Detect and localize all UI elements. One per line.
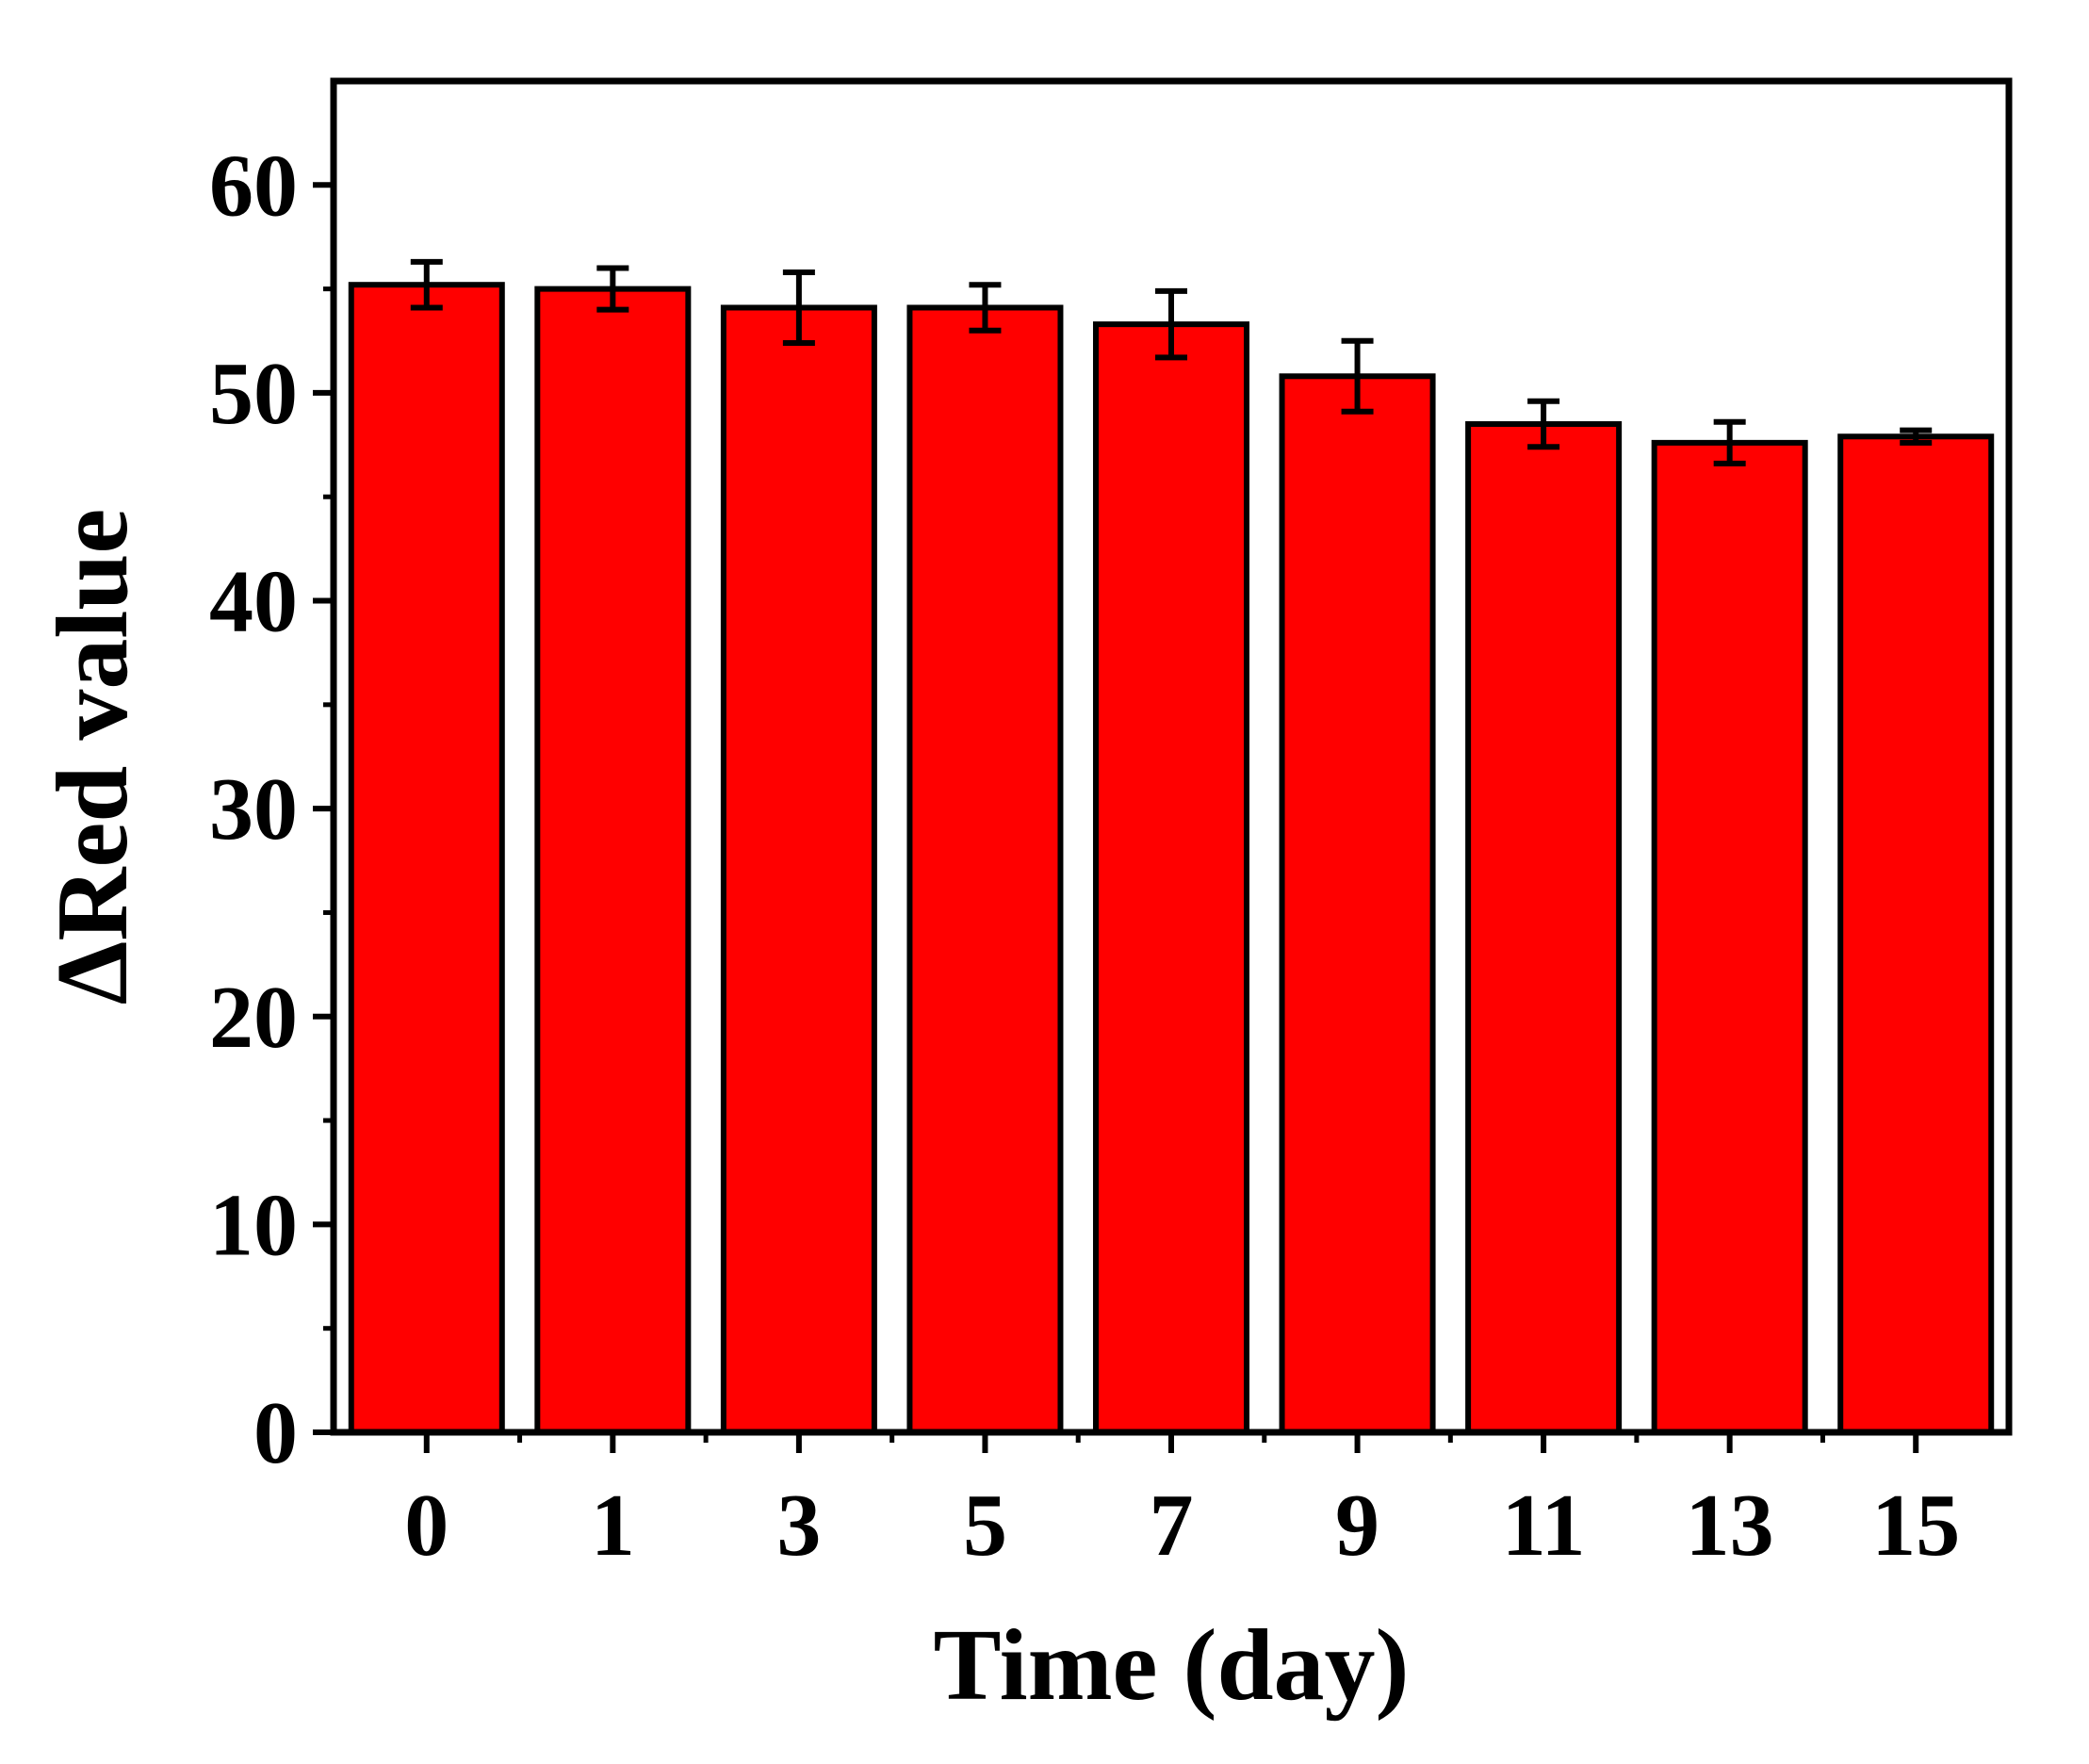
y-tick-label: 50: [209, 345, 298, 443]
error-bar-day-13: [1713, 418, 1746, 466]
x-tick-label: 1: [591, 1477, 635, 1575]
y-tick-label: 40: [209, 553, 298, 651]
bar-day-0: [348, 282, 505, 1435]
error-bars-layer: [410, 258, 1933, 466]
x-tick-label: 0: [404, 1477, 449, 1575]
x-tick-label: 13: [1686, 1477, 1774, 1575]
x-axis-ticks: 0 1 3 5 7 9 11 13 15: [404, 1432, 1960, 1575]
bar-day-7: [1092, 321, 1250, 1435]
y-tick-label: 0: [253, 1384, 298, 1482]
y-tick-label: 60: [209, 137, 298, 235]
bar-day-13: [1651, 439, 1808, 1436]
y-tick-label: 20: [209, 969, 298, 1067]
x-tick-label: 5: [963, 1477, 1007, 1575]
error-bar-day-1: [596, 265, 629, 313]
bar-day-1: [534, 286, 692, 1436]
bar-day-5: [906, 304, 1064, 1435]
bar-day-11: [1465, 421, 1623, 1435]
x-tick-label: 7: [1150, 1477, 1194, 1575]
bars-layer: [348, 282, 1995, 1436]
error-bar-day-11: [1527, 398, 1560, 450]
error-bar-day-15: [1900, 427, 1933, 446]
error-bar-day-5: [969, 282, 1002, 334]
bar-day-9: [1279, 373, 1436, 1436]
x-tick-label: 11: [1502, 1477, 1586, 1575]
x-tick-label: 9: [1335, 1477, 1379, 1575]
x-axis-title: Time (day): [934, 1609, 1410, 1722]
bar-day-15: [1837, 433, 1995, 1435]
x-tick-label: 15: [1871, 1477, 1960, 1575]
error-bar-day-0: [410, 258, 443, 311]
y-tick-label: 30: [209, 760, 298, 858]
y-tick-label: 10: [209, 1176, 298, 1274]
error-bar-day-7: [1155, 287, 1187, 361]
error-bar-day-9: [1341, 337, 1374, 415]
y-axis-title: ΔRed value: [37, 509, 149, 1005]
error-bar-day-3: [782, 269, 815, 346]
x-tick-label: 3: [776, 1477, 821, 1575]
bar-day-3: [720, 304, 877, 1435]
y-axis-ticks: 0 10 20 30 40 50 60: [209, 137, 334, 1482]
